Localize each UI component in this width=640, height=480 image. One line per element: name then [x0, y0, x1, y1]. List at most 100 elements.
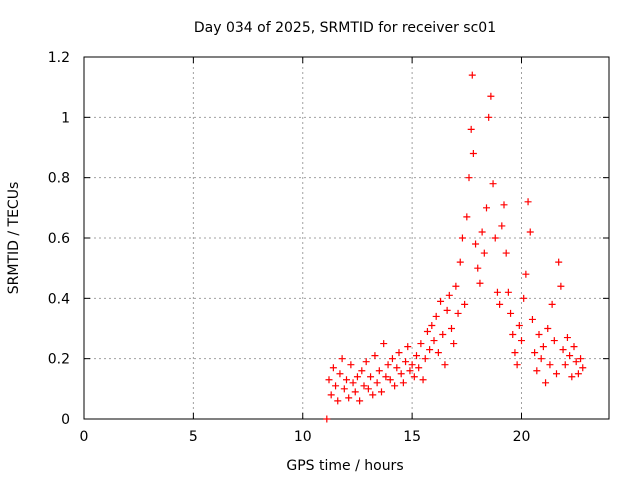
data-point: [513, 361, 521, 369]
x-axis-title: GPS time / hours: [286, 458, 403, 474]
data-point: [404, 343, 412, 351]
data-point: [566, 352, 574, 360]
data-point: [395, 349, 403, 357]
data-point: [465, 174, 473, 182]
data-point: [498, 222, 506, 230]
y-tick-label: 0.4: [48, 291, 70, 307]
data-point: [563, 334, 571, 342]
data-point: [531, 349, 539, 357]
data-point: [507, 309, 515, 317]
data-point: [515, 321, 523, 329]
chart-title: Day 034 of 2025, SRMTID for receiver sc0…: [194, 20, 496, 36]
data-point: [441, 361, 449, 369]
data-point: [496, 300, 504, 308]
data-point: [489, 180, 497, 188]
y-tick-label: 0.6: [48, 231, 70, 247]
data-point: [535, 331, 543, 339]
data-point: [539, 343, 547, 351]
data-point: [574, 370, 582, 378]
data-point: [362, 358, 370, 366]
data-point: [568, 373, 576, 381]
data-point: [544, 325, 552, 332]
data-point: [520, 294, 528, 302]
data-point: [439, 331, 447, 339]
data-point: [550, 337, 558, 345]
data-point: [522, 270, 530, 278]
data-point: [358, 367, 366, 375]
data-point: [458, 234, 466, 242]
data-point: [468, 71, 476, 79]
y-tick-label: 1: [61, 110, 70, 126]
data-point: [417, 340, 425, 348]
data-point: [487, 92, 495, 100]
data-point: [329, 364, 337, 372]
data-point: [509, 331, 517, 339]
data-point: [445, 291, 453, 299]
data-point: [423, 328, 431, 336]
data-point: [323, 415, 331, 423]
data-point: [406, 367, 414, 375]
data-point: [325, 376, 333, 384]
data-point: [338, 355, 346, 363]
data-point: [537, 355, 545, 363]
data-point: [542, 379, 550, 387]
data-point: [533, 367, 541, 375]
data-point: [437, 297, 445, 305]
y-tick-label: 0: [61, 412, 70, 428]
data-point: [548, 300, 556, 308]
data-point: [428, 321, 436, 329]
data-point: [452, 282, 460, 290]
data-point: [557, 282, 565, 290]
data-point: [360, 382, 368, 390]
data-point: [546, 361, 554, 369]
x-tick-label: 5: [189, 429, 198, 445]
data-point: [524, 198, 532, 206]
data-point: [579, 364, 587, 372]
data-point: [483, 204, 490, 212]
data-point: [472, 240, 480, 248]
x-tick-label: 0: [80, 429, 89, 445]
data-point: [456, 258, 464, 266]
axis-ticks: 0 5 10 15 20 0 0.2 0.4 0.6 0.8 1 1.2: [48, 50, 609, 445]
data-point: [378, 388, 385, 396]
x-tick-label: 20: [513, 429, 531, 445]
y-tick-label: 1.2: [48, 50, 70, 66]
y-axis-title: SRMTID / TECUs: [6, 182, 22, 295]
data-point: [375, 367, 383, 375]
data-point: [399, 379, 407, 387]
data-point: [463, 213, 471, 221]
data-point: [402, 358, 410, 366]
data-point: [561, 361, 569, 369]
x-tick-label: 10: [294, 429, 312, 445]
data-point: [443, 306, 451, 314]
data-point: [371, 352, 379, 360]
data-point: [478, 228, 486, 236]
y-tick-label: 0.8: [48, 171, 70, 187]
data-point: [500, 201, 508, 209]
data-point: [570, 343, 578, 351]
data-point: [454, 309, 462, 317]
data-point: [388, 355, 396, 363]
data-point: [351, 388, 359, 396]
x-tick-label: 15: [403, 429, 421, 445]
data-point: [340, 385, 348, 393]
data-point: [485, 113, 493, 121]
data-point: [347, 361, 355, 369]
data-point: [343, 376, 350, 384]
data-point: [450, 340, 458, 348]
data-point: [518, 337, 525, 345]
data-point: [476, 279, 484, 287]
data-point: [415, 364, 423, 372]
data-point: [434, 349, 442, 357]
data-point: [408, 361, 416, 369]
data-point: [373, 379, 381, 387]
data-point: [491, 234, 499, 242]
data-point: [555, 258, 563, 266]
data-point: [474, 264, 482, 272]
data-point: [559, 346, 567, 354]
data-point: [397, 370, 405, 378]
data-point: [380, 340, 388, 348]
data-point: [353, 373, 361, 381]
data-point: [327, 391, 335, 399]
data-point: [572, 358, 580, 366]
